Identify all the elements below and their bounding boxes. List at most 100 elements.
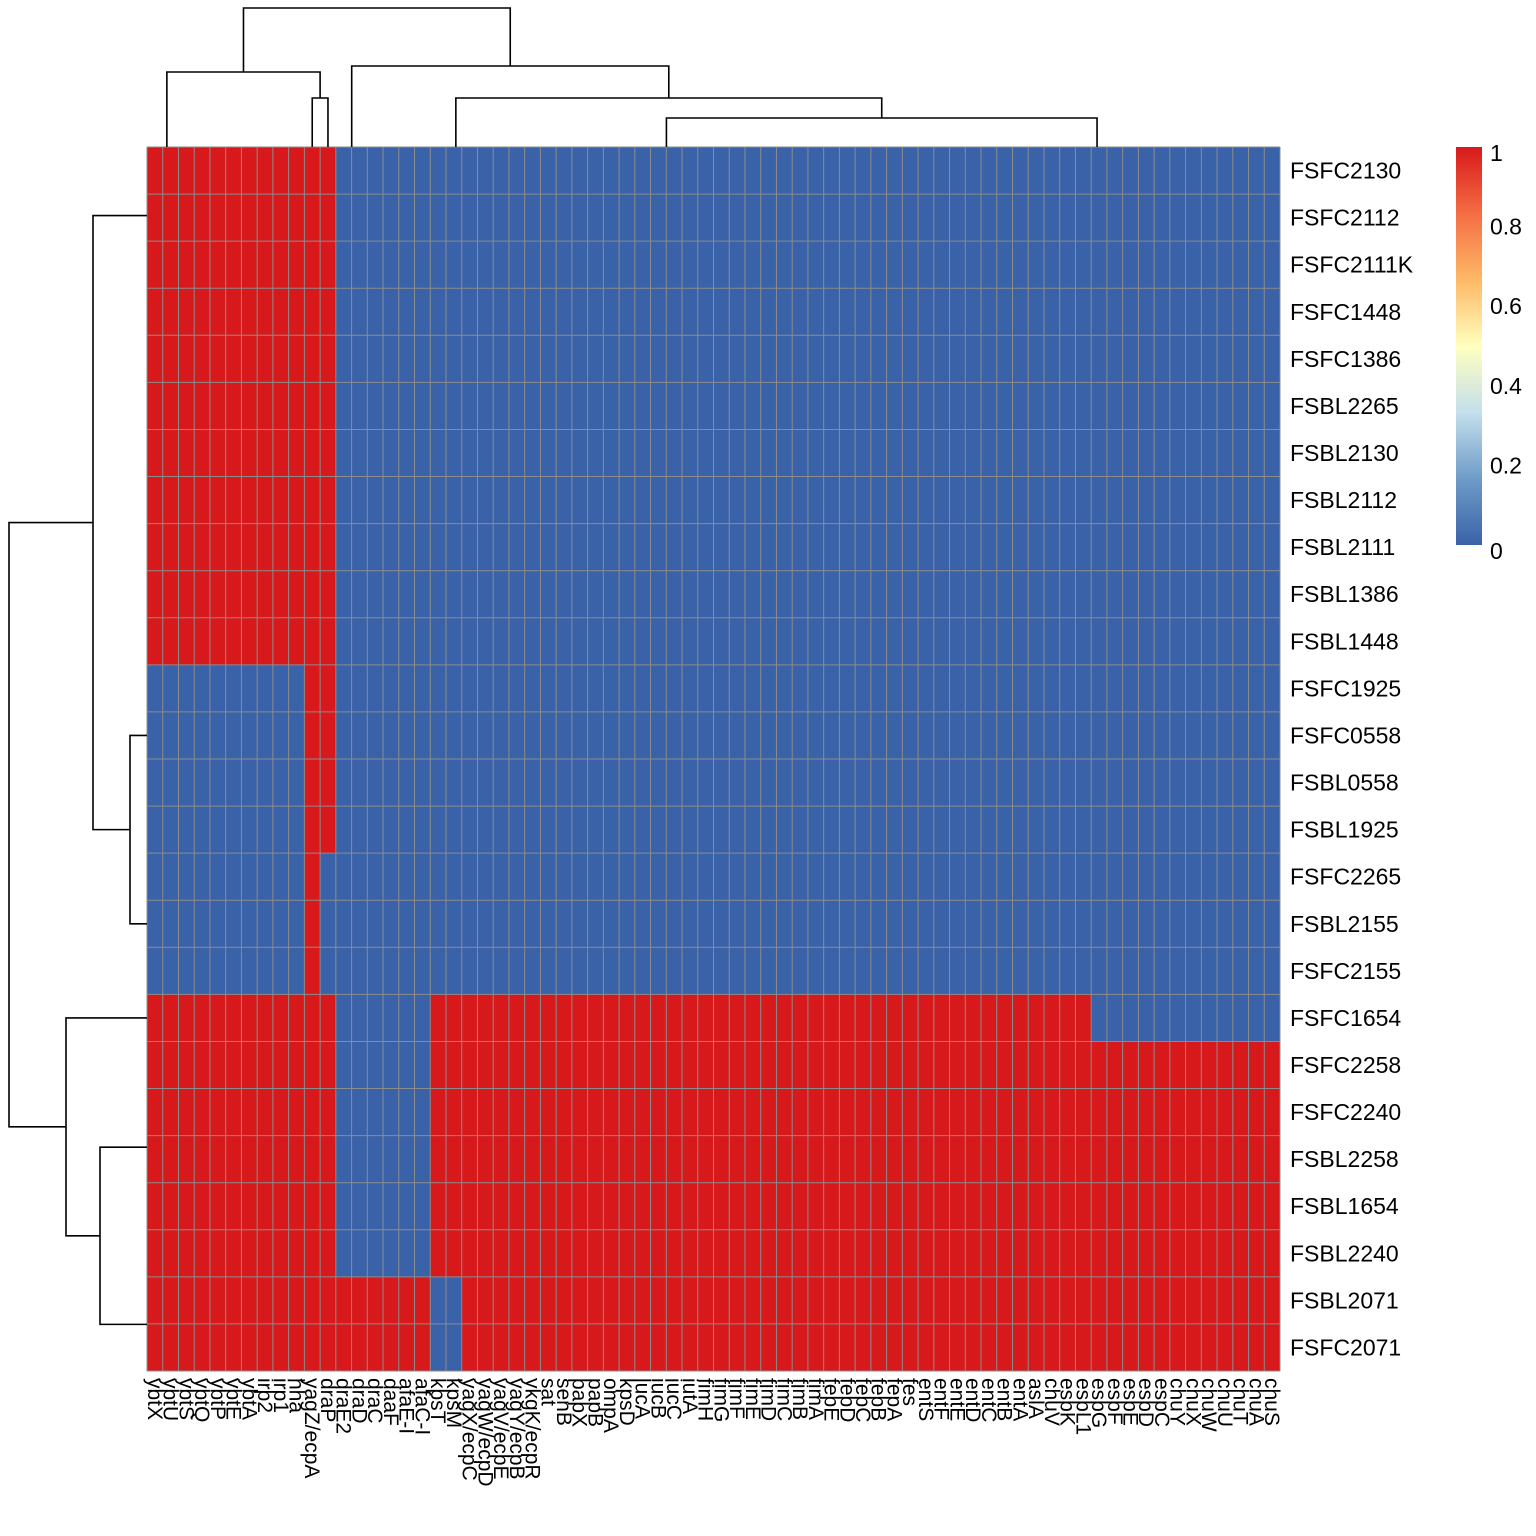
heatmap-cell — [666, 1182, 683, 1231]
heatmap-cell — [855, 1182, 872, 1231]
heatmap-cell — [178, 147, 195, 195]
heatmap-cell — [1012, 1323, 1029, 1372]
heatmap-cell — [241, 1276, 258, 1325]
heatmap-cell — [162, 570, 179, 619]
heatmap-cell — [1059, 664, 1076, 713]
heatmap-cell — [855, 711, 872, 760]
heatmap-cell — [1154, 1182, 1171, 1231]
heatmap-cell — [1264, 617, 1281, 666]
column-label: entC — [977, 1378, 1000, 1422]
column-label: iutA — [678, 1378, 701, 1414]
heatmap-cell — [1217, 994, 1234, 1042]
heatmap-cell — [304, 711, 321, 760]
heatmap-cell — [335, 1323, 352, 1372]
column-label: chuX — [1181, 1378, 1204, 1426]
heatmap-cell — [760, 476, 777, 524]
heatmap-cell — [335, 1041, 352, 1089]
heatmap-cell — [697, 523, 714, 571]
heatmap-cell — [493, 1182, 510, 1231]
heatmap-cell — [682, 1041, 699, 1089]
heatmap-cell — [1169, 947, 1186, 995]
heatmap-cell — [855, 759, 872, 807]
column-label: espL1 — [1071, 1378, 1094, 1435]
heatmap-cell — [1248, 759, 1265, 807]
heatmap-cell — [744, 1323, 762, 1372]
heatmap-cell — [776, 194, 793, 242]
heatmap-cell — [776, 947, 793, 995]
heatmap-cell — [1169, 1182, 1186, 1231]
heatmap-cell — [823, 523, 840, 571]
heatmap-cell — [981, 570, 998, 619]
heatmap-cell — [147, 241, 164, 289]
heatmap-cell — [587, 570, 604, 619]
heatmap-cell — [760, 1041, 777, 1089]
heatmap-cell — [477, 994, 494, 1042]
column-label: yagW/ecpD — [473, 1378, 496, 1487]
heatmap-cell — [367, 1041, 384, 1089]
heatmap-cell — [870, 1276, 887, 1325]
heatmap-cell — [1169, 241, 1186, 289]
column-label: iucC — [662, 1378, 685, 1420]
heatmap-cell — [587, 335, 604, 383]
heatmap-cell — [902, 382, 919, 430]
heatmap-cell — [1043, 1276, 1060, 1325]
heatmap-cell — [886, 288, 903, 336]
heatmap-cell — [1043, 1182, 1060, 1231]
heatmap-cell — [477, 570, 494, 619]
heatmap-cell — [1169, 994, 1186, 1042]
heatmap-cell — [540, 147, 557, 195]
heatmap-cell — [855, 382, 872, 430]
heatmap-cell — [1043, 759, 1060, 807]
heatmap-cell — [288, 711, 305, 760]
heatmap-cell — [1248, 1041, 1265, 1089]
heatmap-cell — [445, 1135, 463, 1183]
heatmap-cell — [477, 1276, 494, 1325]
row-label: FSFC2111K — [1290, 252, 1414, 278]
heatmap-cell — [807, 523, 824, 571]
heatmap-cell — [272, 335, 289, 383]
heatmap-cell — [1028, 947, 1045, 995]
heatmap-cell — [508, 288, 525, 336]
heatmap-cell — [1217, 570, 1234, 619]
heatmap-cell — [1185, 853, 1202, 901]
heatmap-cell — [744, 1135, 762, 1183]
row-label: FSFC2112 — [1290, 205, 1400, 231]
heatmap-cell — [760, 1229, 777, 1278]
heatmap-cell — [1028, 1323, 1045, 1372]
heatmap-cell — [383, 759, 400, 807]
row-label: FSFC2071 — [1290, 1334, 1401, 1360]
heatmap-cell — [320, 806, 337, 854]
heatmap-cell — [1264, 1135, 1281, 1183]
dendrogram-branch — [99, 1146, 147, 1326]
heatmap-cell — [918, 1182, 935, 1231]
heatmap-cell — [241, 570, 258, 619]
column-label: yagY/ecpB — [505, 1378, 528, 1480]
heatmap-cell — [1217, 1088, 1234, 1136]
heatmap-cell — [524, 194, 541, 242]
heatmap-cell — [430, 664, 447, 713]
heatmap-cell — [760, 523, 777, 571]
heatmap-cell — [493, 664, 510, 713]
heatmap-cell — [1185, 806, 1202, 854]
heatmap-cell — [949, 523, 966, 571]
heatmap-cell — [477, 617, 494, 666]
heatmap-cell — [933, 429, 950, 477]
heatmap-cell — [1028, 194, 1045, 242]
heatmap-cell — [398, 664, 415, 713]
heatmap-cell — [257, 759, 274, 807]
heatmap-cell — [1059, 194, 1076, 242]
heatmap-cell — [461, 1276, 478, 1325]
heatmap-cell — [650, 1182, 667, 1231]
heatmap-cell — [823, 806, 840, 854]
heatmap-cell — [807, 1088, 824, 1136]
heatmap-cell — [949, 853, 966, 901]
heatmap-cell — [430, 853, 447, 901]
heatmap-cell — [304, 147, 321, 195]
heatmap-cell — [477, 476, 494, 524]
heatmap-cell — [870, 429, 887, 477]
heatmap-cell — [162, 194, 179, 242]
heatmap-cell — [949, 806, 966, 854]
column-label: fepB — [867, 1378, 890, 1421]
heatmap-cell — [477, 664, 494, 713]
heatmap-cell — [807, 806, 824, 854]
